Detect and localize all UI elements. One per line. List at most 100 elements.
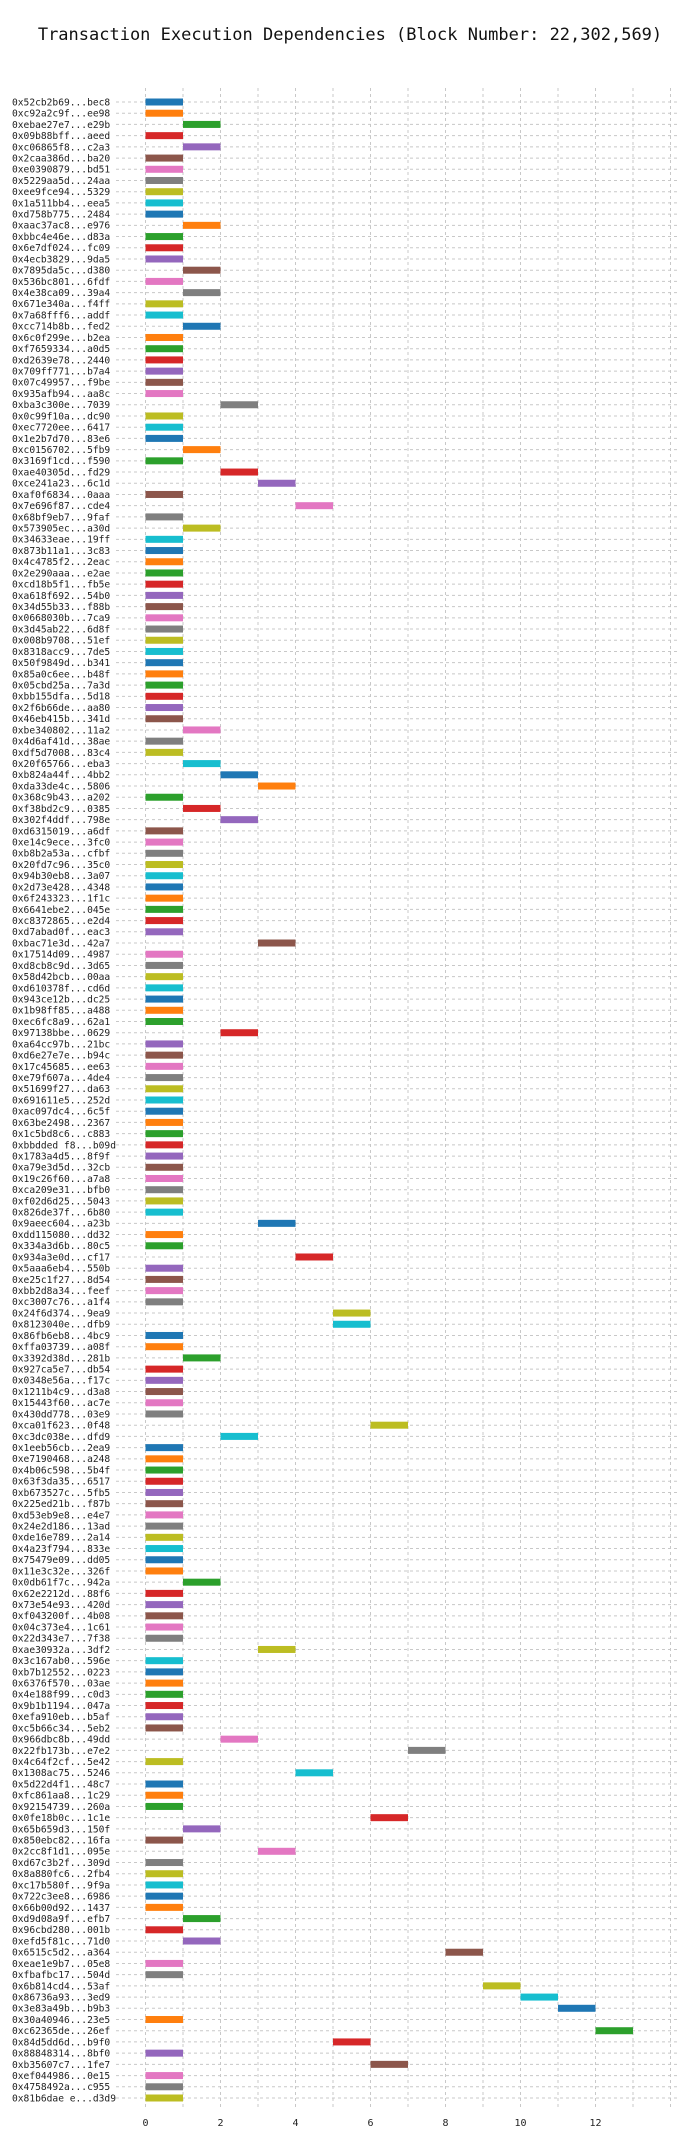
transaction-label: 0x24f6d374...9ea9 (12, 1308, 110, 1319)
transaction-bar (145, 1780, 183, 1788)
transaction-label: 0x6515c5d2...a364 (12, 1948, 110, 1959)
transaction-label: 0x88848314...8bf0 (12, 2049, 110, 2060)
transaction-bar (145, 1511, 183, 1519)
transaction-bar (145, 692, 183, 700)
transaction-bar (145, 670, 183, 678)
transaction-bar (145, 2094, 183, 2102)
transaction-label: 0xc0156702...5fb9 (12, 445, 110, 456)
transaction-label: 0xdf5d7008...83c4 (12, 748, 110, 759)
transaction-bar (145, 1657, 183, 1665)
transaction-label: 0x6376f570...03ae (12, 1679, 110, 1690)
transaction-bars (145, 98, 633, 2102)
transaction-label: 0x927ca5e7...db54 (12, 1365, 110, 1376)
transaction-label: 0x86fb6eb8...4bc9 (12, 1331, 110, 1342)
transaction-label: 0xec6fc8a9...62a1 (12, 1017, 110, 1028)
transaction-label: 0x05cbd25a...7a3d (12, 681, 110, 692)
transaction-bar (145, 255, 183, 263)
transaction-bar (145, 984, 183, 992)
transaction-label: 0x17c45685...ee63 (12, 1062, 110, 1073)
transaction-bar (145, 1668, 183, 1676)
transaction-label: 0x722c3ee8...6986 (12, 1892, 110, 1903)
transaction-bar (145, 1287, 183, 1295)
transaction-label: 0xefd5f81c...71d0 (12, 1936, 110, 1947)
transaction-label: 0xc17b580f...9f9a (12, 1880, 110, 1891)
transaction-label: 0x2f6b66de...aa80 (12, 703, 110, 714)
transaction-bar (145, 1892, 183, 1900)
transaction-label: 0x8318acc9...7de5 (12, 647, 110, 658)
transaction-bar (145, 1545, 183, 1553)
transaction-label: 0xe14c9ece...3fc0 (12, 837, 110, 848)
transaction-label: 0x46eb415b...341d (12, 714, 110, 725)
transaction-label: 0x2d73e428...4348 (12, 882, 110, 893)
transaction-label: 0x3c167ab0...596e (12, 1656, 110, 1667)
transaction-bar (258, 782, 296, 790)
transaction-label: 0xc3007c76...a1f4 (12, 1297, 110, 1308)
transaction-bar (220, 468, 258, 476)
transaction-bar (183, 266, 221, 274)
transaction-label: 0xac097dc4...6c5f (12, 1107, 110, 1118)
transaction-bar (145, 2049, 183, 2057)
transaction-label: 0xf043200f...4b08 (12, 1611, 110, 1622)
transaction-label: 0x04c373e4...1c61 (12, 1622, 110, 1633)
transaction-bar (145, 1971, 183, 1979)
transaction-bar (145, 176, 183, 184)
transaction-label: 0x536bc801...6fdf (12, 277, 110, 288)
transaction-bar (220, 771, 258, 779)
transaction-bar (145, 793, 183, 801)
transaction-label: 0xf38bd2c9...0385 (12, 804, 110, 815)
transaction-label: 0xda33de4c...5806 (12, 781, 110, 792)
chart-title: Transaction Execution Dependencies (Bloc… (38, 25, 662, 45)
transaction-label: 0xfc861aa8...1c29 (12, 1791, 110, 1802)
transaction-label: 0x2caa386d...ba20 (12, 153, 110, 164)
transaction-label: 0x1308ac75...5246 (12, 1768, 110, 1779)
transaction-bar (220, 1432, 258, 1440)
transaction-label: 0xc06865f8...c2a3 (12, 142, 110, 153)
transaction-bar (145, 1343, 183, 1351)
transaction-bar (145, 423, 183, 431)
transaction-label: 0x7a68fff6...addf (12, 310, 110, 321)
transaction-label: 0xebae27e7...e29b (12, 120, 110, 131)
transaction-label: 0xd8cb8c9d...3d65 (12, 961, 110, 972)
transaction-label: 0xee9fce94...5329 (12, 187, 110, 198)
transaction-label: 0x4a23f794...833e (12, 1544, 110, 1555)
transaction-bar (183, 446, 221, 454)
transaction-bar (145, 1500, 183, 1508)
transaction-bar (183, 1354, 221, 1362)
transaction-bar (370, 1421, 408, 1429)
transaction-bar (145, 614, 183, 622)
transaction-bar (145, 1567, 183, 1575)
transaction-bar (145, 973, 183, 981)
x-axis-ticks: 0 2 4 6 8 10 12 (142, 2118, 601, 2129)
transaction-bar (145, 1163, 183, 1171)
transaction-label: 0x691611e5...252d (12, 1095, 110, 1106)
transaction-bar (145, 636, 183, 644)
transaction-label: 0x75479e09...dd05 (12, 1555, 110, 1566)
x-tick-label: 10 (514, 2118, 526, 2129)
transaction-label: 0x6b814cd4...53af (12, 1981, 110, 1992)
transaction-label: 0x22d343e7...7f38 (12, 1634, 110, 1645)
transaction-label: 0x7e696f87...cde4 (12, 501, 110, 512)
transaction-label: 0xd67c3b2f...309d (12, 1858, 110, 1869)
transaction-label: 0xae40305d...fd29 (12, 467, 110, 478)
transaction-bar (145, 1903, 183, 1911)
transaction-bar (145, 390, 183, 398)
transaction-bar (145, 995, 183, 1003)
transaction-bar (145, 1018, 183, 1026)
transaction-label: 0x6c0f299e...b2ea (12, 333, 110, 344)
transaction-bar (145, 490, 183, 498)
transaction-bar (145, 1410, 183, 1418)
transaction-label: 0x334a3d6b...80c5 (12, 1241, 110, 1252)
transaction-bar (145, 1791, 183, 1799)
transaction-bar (145, 1152, 183, 1160)
transaction-label: 0x1e2b7d70...83e6 (12, 434, 110, 445)
transaction-bar (520, 1993, 558, 2001)
transaction-bar (183, 1578, 221, 1586)
transaction-bar (220, 1029, 258, 1037)
transaction-label: 0x943ce12b...dc25 (12, 994, 110, 1005)
transaction-label: 0xbb2d8a34...feef (12, 1286, 110, 1297)
transaction-label: 0x5d22d4f1...48c7 (12, 1779, 110, 1790)
transaction-bar (145, 580, 183, 588)
transaction-label: 0x6f243323...1f1c (12, 894, 110, 905)
transaction-label: 0x73e54e93...420d (12, 1600, 110, 1611)
transaction-label: 0x24e2d186...13ad (12, 1522, 110, 1533)
